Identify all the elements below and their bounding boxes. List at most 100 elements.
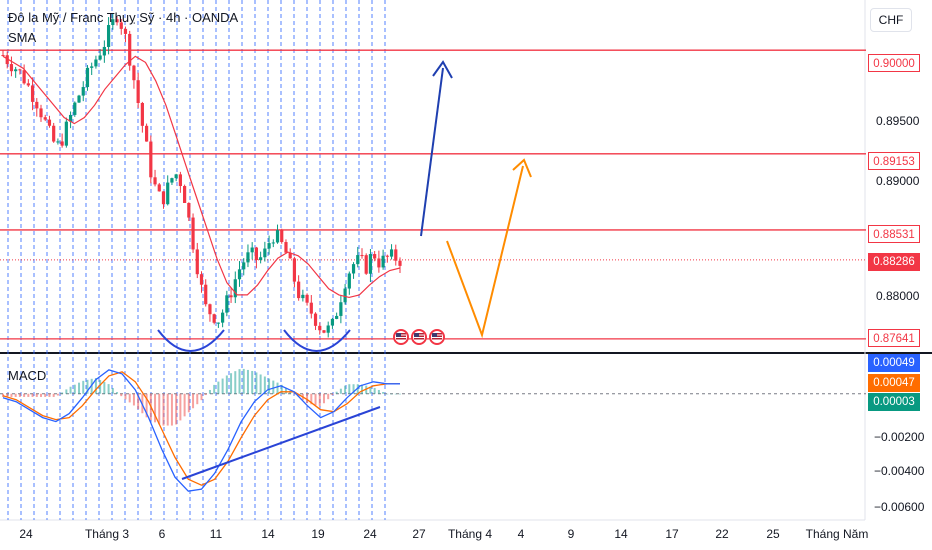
us-event-flag[interactable] (411, 329, 427, 345)
candle-body (178, 174, 182, 187)
candle-body (149, 141, 153, 178)
macd-histogram-bar (132, 393, 135, 406)
candle-body (271, 242, 275, 244)
time-axis-label: 17 (665, 527, 679, 541)
candle-body (368, 254, 373, 274)
histogram-value-tag: 0.00003 (868, 393, 920, 411)
candle-body (128, 33, 132, 66)
macd-histogram-bar (73, 384, 76, 394)
macd-histogram-bar (373, 387, 376, 394)
macd-histogram-bar (382, 392, 385, 394)
signal-value-tag: 0.00047 (868, 374, 920, 392)
macd-histogram-bar (128, 393, 131, 403)
candle-body (115, 19, 119, 23)
candle-body (153, 177, 157, 185)
macd-histogram-bar (124, 393, 127, 400)
price-tag-last-price: 0.88286 (868, 253, 920, 271)
macd-histogram-bar (145, 393, 148, 418)
macd-histogram-bar (196, 393, 199, 405)
candle-body (381, 255, 385, 268)
macd-histogram-bar (40, 393, 43, 397)
macd-histogram-bar (390, 393, 393, 395)
bullish-projection-arrow (420, 67, 444, 237)
candle-body (360, 255, 364, 257)
candle-body (39, 108, 43, 118)
double-bottom-arc-left (157, 329, 225, 352)
candle-body (216, 322, 220, 324)
candle-body (123, 28, 128, 34)
price-axis-tick: 0.89500 (876, 114, 920, 128)
candle-body (136, 80, 140, 103)
macd-histogram-bar (116, 392, 119, 394)
currency-button[interactable]: CHF (870, 8, 912, 32)
candle-body (259, 257, 263, 261)
candle-body (225, 295, 229, 313)
macd-histogram-bar (377, 389, 380, 394)
macd-indicator-label[interactable]: MACD (8, 368, 47, 383)
macd-histogram-bar (61, 392, 64, 394)
candle-body (35, 101, 39, 109)
candle-body (351, 264, 356, 274)
macd-histogram-bar (310, 393, 313, 405)
macd-histogram-bar (154, 393, 157, 423)
macd-histogram-bar (2, 393, 4, 397)
macd-histogram-bar (111, 388, 114, 394)
candle-body (322, 330, 326, 333)
candle-body (221, 312, 225, 323)
price-axis-tick: 0.88000 (876, 289, 920, 303)
time-axis-label: 27 (412, 527, 426, 541)
macd-histogram-bar (200, 393, 203, 401)
macd-histogram-bar (322, 393, 325, 404)
candle-body (263, 248, 267, 258)
us-event-flag[interactable] (429, 329, 445, 345)
macd-histogram-bar (35, 393, 38, 397)
sma-indicator-label[interactable]: SMA (8, 30, 37, 45)
us-event-flag[interactable] (393, 329, 409, 345)
candle-body (204, 284, 208, 305)
macd-histogram-bar (170, 393, 173, 426)
macd-histogram-bar (137, 393, 140, 410)
macd-histogram-bar (352, 384, 355, 394)
macd-histogram-bar (360, 384, 363, 394)
candle-body (106, 25, 111, 47)
macd-histogram-bar (318, 393, 321, 407)
macd-histogram-bar (394, 393, 397, 395)
macd-histogram-bar (208, 389, 211, 394)
candle-body (170, 178, 174, 183)
macd-histogram-bar (187, 393, 190, 413)
candle-body (301, 294, 305, 299)
double-bottom-arc-right (283, 329, 351, 352)
candle-body (30, 85, 35, 102)
time-axis-label: Tháng Năm (805, 527, 869, 541)
time-axis-label: 6 (158, 527, 166, 541)
time-axis-label: Tháng 3 (84, 527, 130, 541)
candle-body (43, 117, 47, 120)
macd-histogram-bar (31, 393, 34, 397)
macd-histogram-bar (99, 380, 102, 394)
macd-histogram-bar (204, 393, 207, 396)
candle-body (102, 46, 106, 56)
macd-histogram-bar (272, 380, 275, 394)
macd-histogram-bar (280, 384, 283, 394)
macd-histogram-bar (217, 381, 220, 394)
candle-body (98, 55, 102, 60)
sma-line (2, 55, 401, 299)
candle-body (47, 119, 52, 126)
macd-histogram-bar (314, 393, 317, 406)
candle-body (250, 247, 254, 253)
candle-body (229, 295, 233, 298)
candle-body (313, 313, 318, 326)
candle-body (111, 19, 115, 26)
candle-body (275, 230, 280, 243)
candle-body (1, 55, 5, 57)
macd-histogram-bar (331, 393, 334, 396)
price-axis-tick: 0.89000 (876, 174, 920, 188)
candle-body (56, 141, 60, 143)
time-axis-label: 4 (517, 527, 525, 541)
candle-body (297, 281, 301, 299)
candle-body (161, 191, 166, 205)
macd-histogram-bar (94, 377, 97, 394)
candle-body (187, 202, 191, 218)
macd-histogram-bar (213, 384, 216, 394)
